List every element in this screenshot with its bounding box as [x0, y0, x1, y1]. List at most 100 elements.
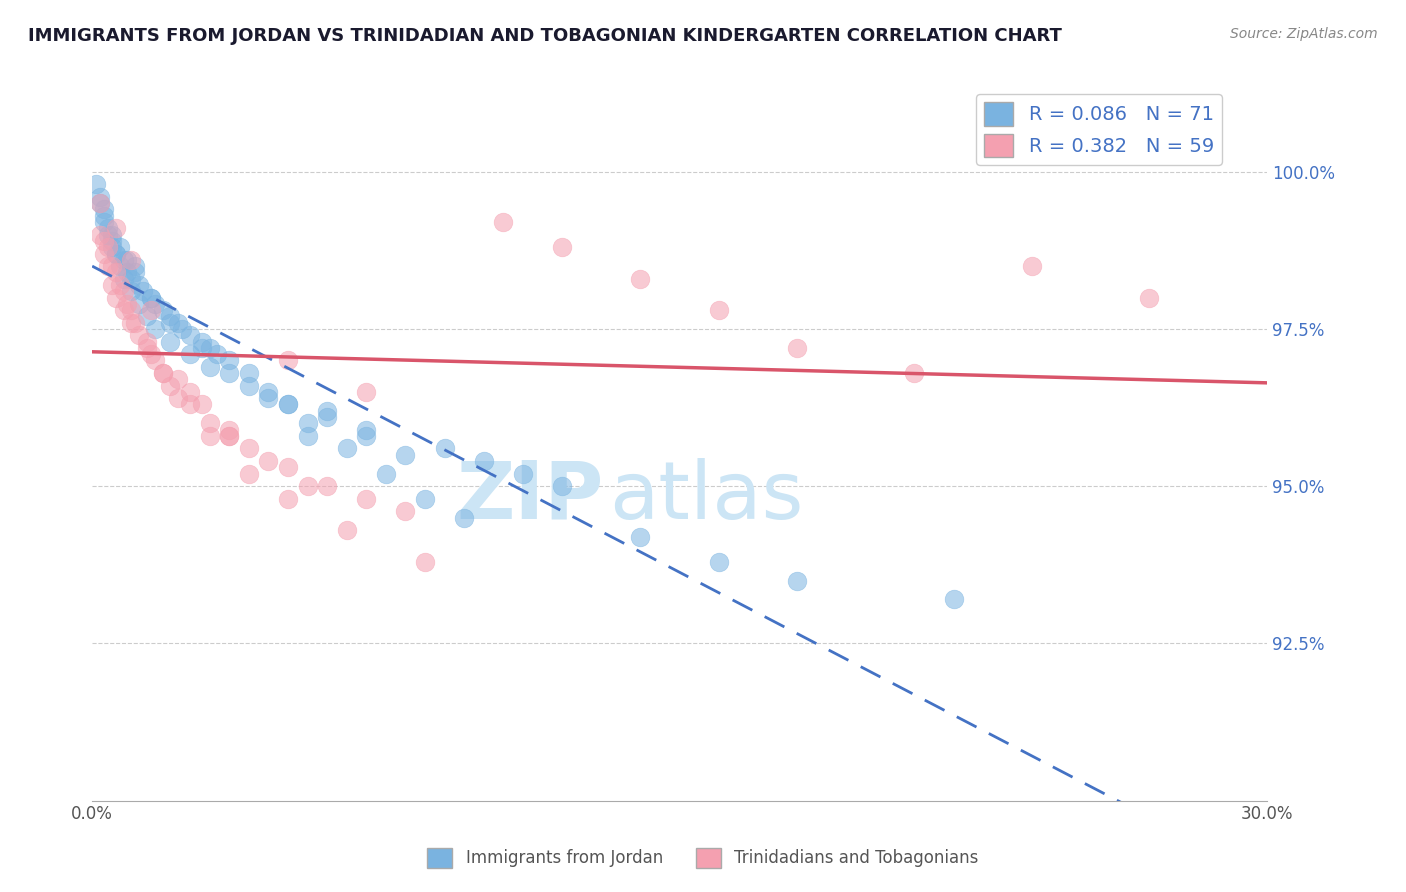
Point [277, 397, 299, 411]
Legend: R = 0.086   N = 71, R = 0.382   N = 59: R = 0.086 N = 71, R = 0.382 N = 59 [976, 95, 1222, 165]
Point [218, 366, 240, 380]
Point [356, 423, 378, 437]
Point [179, 347, 201, 361]
Point [136, 341, 159, 355]
Point [413, 555, 436, 569]
Point [139, 291, 162, 305]
Point [128, 297, 150, 311]
Point [786, 574, 808, 588]
Point [100, 259, 122, 273]
Point [159, 310, 181, 324]
Point [472, 454, 495, 468]
Point [297, 429, 319, 443]
Text: ZIP: ZIP [456, 458, 603, 536]
Point [152, 366, 174, 380]
Point [336, 442, 359, 456]
Point [336, 523, 359, 537]
Point [120, 252, 142, 267]
Point [104, 291, 127, 305]
Point [112, 252, 135, 267]
Point [112, 303, 135, 318]
Point [198, 429, 221, 443]
Point [159, 334, 181, 349]
Point [218, 429, 240, 443]
Point [124, 316, 146, 330]
Point [198, 417, 221, 431]
Point [124, 259, 146, 273]
Point [97, 259, 120, 273]
Point [167, 372, 190, 386]
Point [277, 397, 299, 411]
Point [100, 240, 122, 254]
Point [257, 384, 280, 399]
Point [159, 316, 181, 330]
Point [172, 322, 194, 336]
Point [100, 234, 122, 248]
Point [374, 467, 396, 481]
Point [356, 429, 378, 443]
Point [108, 277, 131, 292]
Point [277, 460, 299, 475]
Point [207, 347, 229, 361]
Point [93, 234, 115, 248]
Point [93, 215, 115, 229]
Point [433, 442, 456, 456]
Point [191, 341, 214, 355]
Point [191, 397, 214, 411]
Point [97, 227, 120, 242]
Point [707, 555, 730, 569]
Point [104, 265, 127, 279]
Point [112, 285, 135, 299]
Point [89, 196, 111, 211]
Point [786, 341, 808, 355]
Point [139, 303, 162, 318]
Point [198, 359, 221, 374]
Point [89, 227, 111, 242]
Text: atlas: atlas [609, 458, 803, 536]
Point [297, 417, 319, 431]
Point [277, 353, 299, 368]
Point [316, 403, 339, 417]
Point [453, 510, 475, 524]
Point [277, 491, 299, 506]
Point [356, 384, 378, 399]
Point [218, 423, 240, 437]
Point [108, 259, 131, 273]
Point [297, 479, 319, 493]
Point [93, 209, 115, 223]
Legend: Immigrants from Jordan, Trinidadians and Tobagonians: Immigrants from Jordan, Trinidadians and… [420, 841, 986, 875]
Point [152, 366, 174, 380]
Point [117, 252, 139, 267]
Point [97, 240, 120, 254]
Point [128, 328, 150, 343]
Point [120, 303, 142, 318]
Point [628, 529, 651, 543]
Text: IMMIGRANTS FROM JORDAN VS TRINIDADIAN AND TOBAGONIAN KINDERGARTEN CORRELATION CH: IMMIGRANTS FROM JORDAN VS TRINIDADIAN AN… [28, 27, 1062, 45]
Point [124, 265, 146, 279]
Point [167, 391, 190, 405]
Point [84, 178, 107, 192]
Point [1021, 259, 1043, 273]
Point [903, 366, 925, 380]
Point [117, 265, 139, 279]
Point [257, 391, 280, 405]
Point [132, 285, 155, 299]
Point [100, 277, 122, 292]
Point [143, 322, 166, 336]
Point [179, 328, 201, 343]
Point [316, 410, 339, 425]
Point [394, 448, 416, 462]
Point [238, 366, 260, 380]
Point [93, 246, 115, 260]
Point [394, 504, 416, 518]
Point [356, 491, 378, 506]
Point [191, 334, 214, 349]
Point [136, 334, 159, 349]
Point [152, 303, 174, 318]
Point [97, 221, 120, 235]
Point [218, 353, 240, 368]
Point [1139, 291, 1161, 305]
Point [512, 467, 534, 481]
Point [139, 347, 162, 361]
Point [104, 246, 127, 260]
